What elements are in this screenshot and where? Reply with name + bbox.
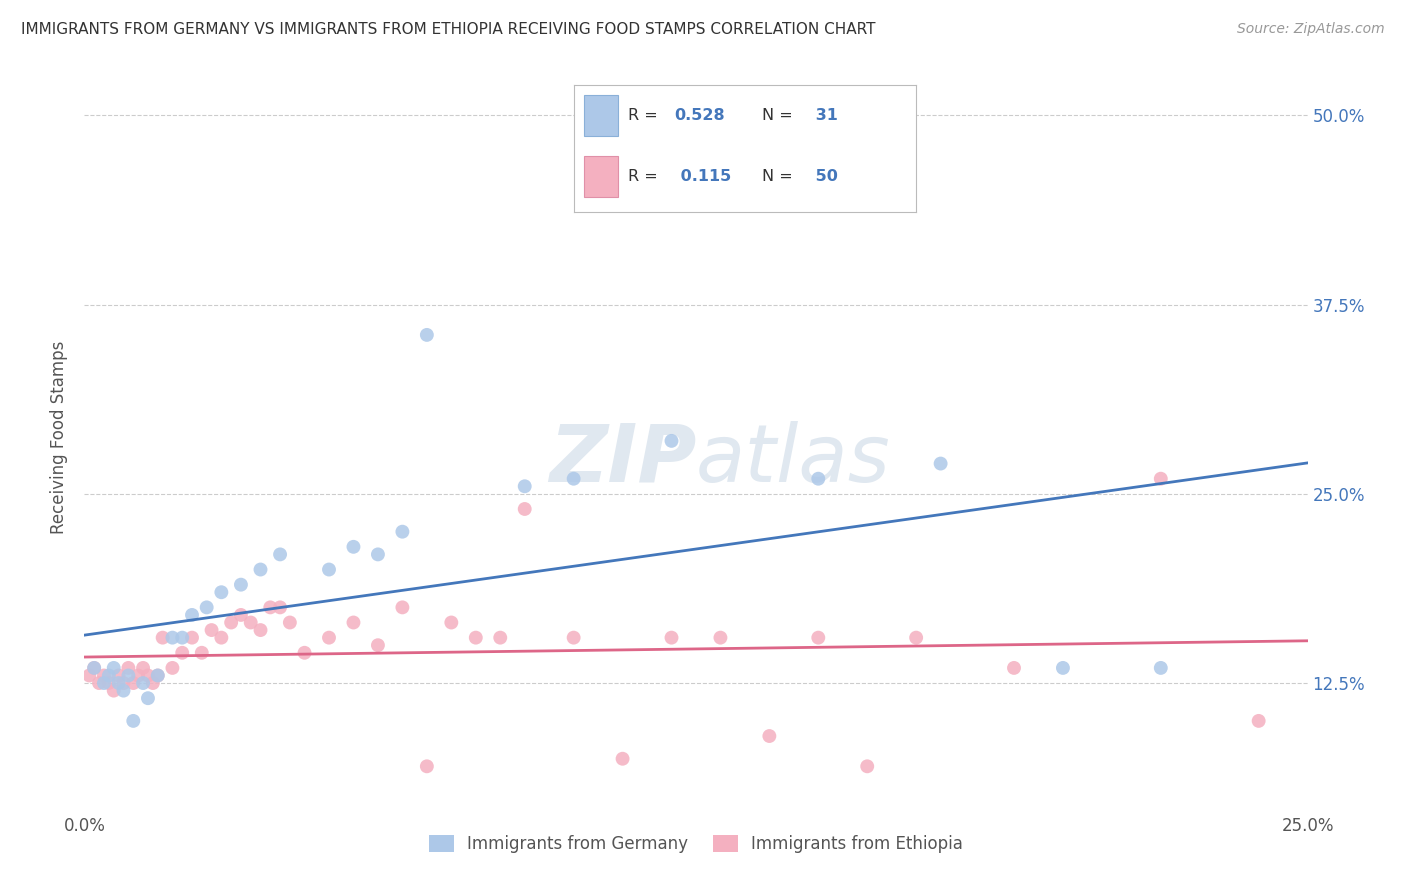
Point — [93, 668, 115, 682]
Point — [249, 623, 271, 637]
Point — [391, 600, 413, 615]
Point — [117, 668, 139, 682]
Point — [661, 434, 683, 448]
Point — [127, 668, 149, 682]
Point — [162, 661, 184, 675]
Point — [200, 623, 222, 637]
Point — [146, 668, 169, 682]
Point — [513, 479, 536, 493]
Point — [172, 646, 194, 660]
Point — [162, 631, 184, 645]
Point — [152, 631, 174, 645]
Text: IMMIGRANTS FROM GERMANY VS IMMIGRANTS FROM ETHIOPIA RECEIVING FOOD STAMPS CORREL: IMMIGRANTS FROM GERMANY VS IMMIGRANTS FR… — [21, 22, 876, 37]
Point — [136, 691, 159, 706]
Y-axis label: Receiving Food Stamps: Receiving Food Stamps — [51, 341, 69, 533]
Point — [464, 631, 486, 645]
Point — [416, 759, 439, 773]
Point — [117, 661, 139, 675]
Point — [1150, 472, 1173, 486]
Point — [112, 676, 135, 690]
Point — [93, 676, 115, 690]
Point — [807, 472, 830, 486]
Point — [132, 676, 155, 690]
Point — [709, 631, 731, 645]
Point — [132, 661, 155, 675]
Point — [278, 615, 301, 630]
Point — [103, 661, 125, 675]
Point — [219, 615, 242, 630]
Point — [1002, 661, 1025, 675]
Point — [758, 729, 780, 743]
Point — [172, 631, 194, 645]
Point — [97, 668, 120, 682]
Point — [367, 638, 389, 652]
Point — [142, 676, 165, 690]
Point — [929, 457, 952, 471]
Point — [136, 668, 159, 682]
Point — [612, 752, 634, 766]
Point — [489, 631, 512, 645]
Point — [229, 607, 252, 622]
Point — [239, 615, 262, 630]
Point — [209, 631, 232, 645]
Point — [807, 631, 830, 645]
Point — [269, 548, 291, 562]
Point — [83, 661, 105, 675]
Point — [146, 668, 169, 682]
Point — [112, 683, 135, 698]
Point — [318, 631, 340, 645]
Point — [181, 631, 204, 645]
Point — [342, 615, 364, 630]
Point — [249, 562, 271, 576]
Point — [103, 683, 125, 698]
Point — [513, 502, 536, 516]
Point — [107, 668, 129, 682]
Point — [77, 668, 100, 682]
Point — [122, 676, 145, 690]
Point — [1247, 714, 1270, 728]
Point — [181, 607, 204, 622]
Text: atlas: atlas — [696, 420, 891, 499]
Point — [856, 759, 879, 773]
Point — [1150, 661, 1173, 675]
Text: ZIP: ZIP — [548, 420, 696, 499]
Point — [391, 524, 413, 539]
Point — [107, 676, 129, 690]
Point — [294, 646, 316, 660]
Point — [367, 548, 389, 562]
Point — [440, 615, 463, 630]
Point — [259, 600, 281, 615]
Point — [1052, 661, 1074, 675]
Point — [97, 676, 120, 690]
Point — [342, 540, 364, 554]
Point — [562, 631, 585, 645]
Point — [905, 631, 928, 645]
Point — [87, 676, 110, 690]
Text: Source: ZipAtlas.com: Source: ZipAtlas.com — [1237, 22, 1385, 37]
Point — [195, 600, 218, 615]
Point — [416, 327, 439, 342]
Legend: Immigrants from Germany, Immigrants from Ethiopia: Immigrants from Germany, Immigrants from… — [422, 828, 970, 860]
Point — [122, 714, 145, 728]
Point — [229, 577, 252, 591]
Point — [318, 562, 340, 576]
Point — [83, 661, 105, 675]
Point — [269, 600, 291, 615]
Point — [562, 472, 585, 486]
Point — [209, 585, 232, 599]
Point — [661, 631, 683, 645]
Point — [191, 646, 214, 660]
